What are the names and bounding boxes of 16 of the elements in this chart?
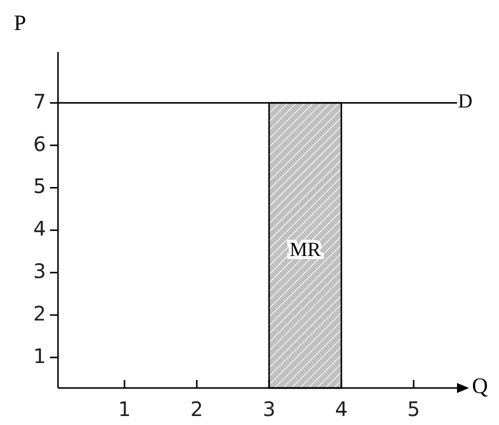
y-tick-label: 5 [33, 174, 46, 198]
x-tick-label: 3 [262, 397, 276, 421]
y-tick-label: 6 [33, 132, 46, 156]
y-tick-label: 1 [33, 344, 46, 368]
series-label: D [458, 90, 472, 113]
y-tick-label: 7 [33, 89, 46, 114]
x-tick-label: 4 [334, 397, 348, 421]
x-tick-label: 2 [190, 397, 204, 421]
x-tick-label: 1 [118, 397, 131, 421]
series-label: MR [290, 238, 322, 261]
y-tick-label: 2 [33, 302, 46, 326]
x-tick-label: 5 [407, 397, 420, 421]
x-axis-title: Q [472, 373, 488, 398]
y-axis-title: P [14, 10, 26, 35]
y-tick-label: 3 [33, 259, 46, 284]
y-tick-label: 4 [33, 216, 46, 241]
